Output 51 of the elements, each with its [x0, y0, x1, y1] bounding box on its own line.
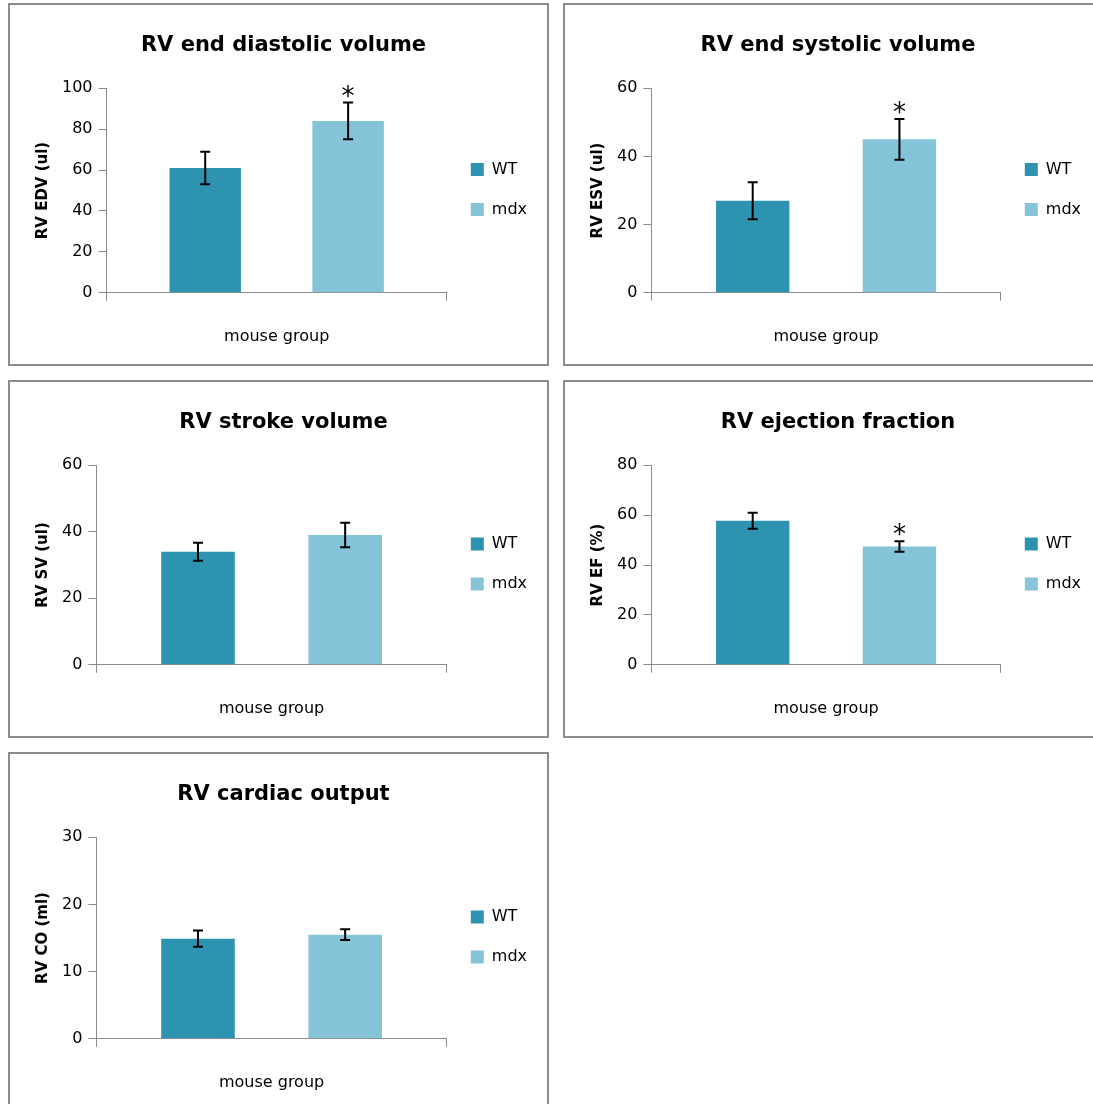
y-tick-label: 60: [617, 504, 638, 524]
y-tick-label: 100: [61, 77, 93, 97]
y-tick-label: 0: [627, 281, 638, 301]
y-axis-title: RV EDV (ul): [32, 141, 51, 240]
x-axis-title: mouse group: [218, 1071, 325, 1091]
legend-label: WT: [491, 158, 518, 178]
y-tick-label: 40: [72, 200, 93, 220]
y-tick-label: 0: [82, 281, 93, 301]
y-tick-label: 20: [62, 893, 83, 913]
y-tick-label: 0: [72, 653, 83, 673]
legend-label: WT: [491, 533, 518, 553]
y-tick-label: 60: [617, 77, 638, 97]
y-tick-label: 10: [62, 960, 83, 980]
y-axis-title: RV ESV (ul): [587, 142, 606, 239]
x-axis-title: mouse group: [224, 325, 330, 345]
y-tick-label: 20: [62, 587, 83, 607]
y-tick-label: 40: [617, 145, 638, 165]
annotation: *: [892, 519, 906, 550]
y-tick-label: 20: [617, 213, 638, 233]
chart-title: RV stroke volume: [179, 409, 388, 434]
y-tick-label: 80: [72, 118, 93, 138]
y-tick-label: 40: [617, 554, 638, 574]
annotation: *: [892, 96, 906, 127]
y-axis-title: RV SV (ul): [32, 522, 51, 608]
y-axis-title: RV EF (%): [587, 523, 606, 607]
x-axis-title: mouse group: [773, 325, 879, 345]
y-tick-label: 0: [72, 1027, 83, 1047]
legend-label: mdx: [491, 946, 528, 966]
legend-label: WT: [1045, 158, 1072, 178]
y-axis-title: RV CO (ml): [32, 892, 51, 984]
y-tick-label: 80: [617, 454, 638, 474]
y-tick-label: 20: [72, 241, 93, 261]
chart-title: RV ejection fraction: [720, 409, 956, 434]
chart-title: RV end systolic volume: [700, 32, 976, 57]
x-axis-title: mouse group: [218, 697, 325, 717]
y-tick-label: 60: [72, 159, 93, 179]
y-tick-label: 0: [627, 653, 638, 673]
chart-title: RV end diastolic volume: [140, 32, 427, 57]
legend-label: mdx: [1045, 573, 1082, 593]
legend-label: WT: [1045, 533, 1072, 553]
legend-label: mdx: [491, 573, 528, 593]
chart-title: RV cardiac output: [177, 781, 390, 806]
y-tick-label: 30: [62, 826, 83, 846]
y-tick-label: 60: [62, 454, 83, 474]
legend-label: WT: [491, 906, 518, 926]
y-tick-label: 20: [617, 604, 638, 624]
x-axis-title: mouse group: [773, 697, 879, 717]
legend-label: mdx: [1045, 198, 1082, 218]
annotation: *: [341, 80, 355, 111]
y-tick-label: 40: [62, 520, 83, 540]
legend-label: mdx: [491, 198, 528, 218]
